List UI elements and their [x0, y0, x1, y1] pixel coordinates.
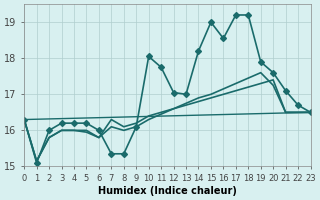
X-axis label: Humidex (Indice chaleur): Humidex (Indice chaleur) — [98, 186, 237, 196]
